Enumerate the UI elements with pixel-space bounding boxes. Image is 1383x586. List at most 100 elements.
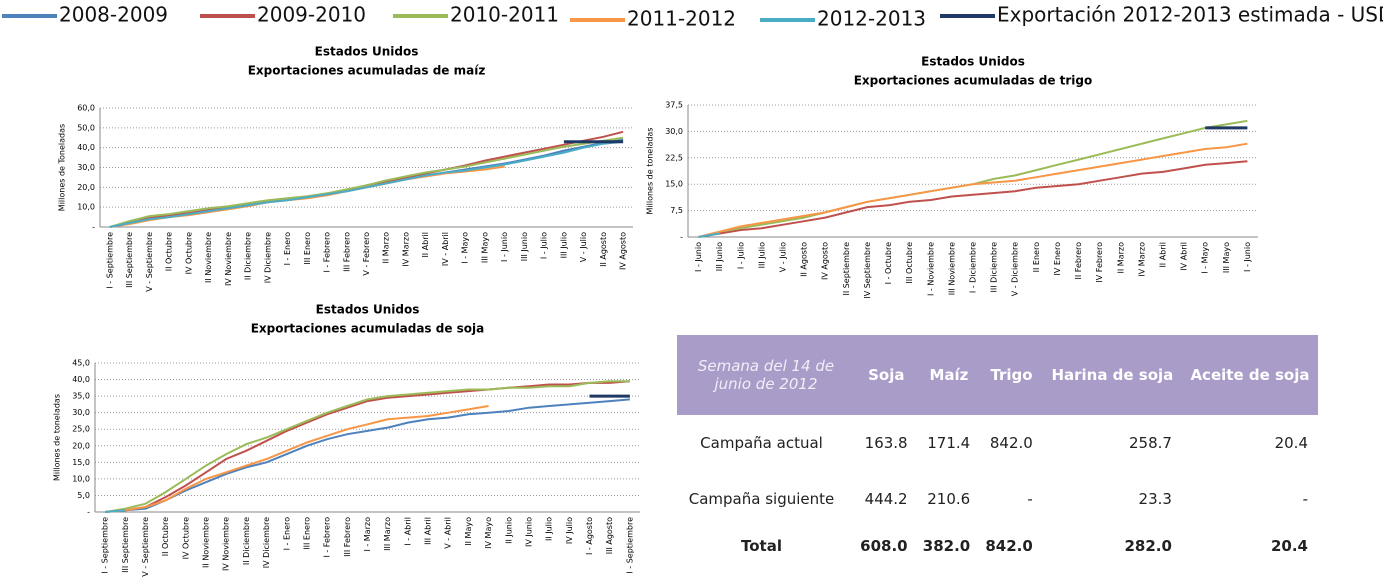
x-tick-label: IV Octubre <box>181 517 190 559</box>
x-tick-label: IV Marzo <box>401 232 410 267</box>
series-line <box>698 142 1248 238</box>
x-tick-label: I - Septiembre <box>625 517 634 574</box>
series-line <box>105 509 126 513</box>
y-tick-label: 15,0 <box>665 180 683 189</box>
table-row: Total 608.0 382.0 842.0 282.0 20.4 <box>677 527 1318 565</box>
table-cell: Total <box>741 537 782 555</box>
header-cell: Semana del 14 de junio de 2012 <box>677 335 855 415</box>
x-tick-label: II Octubre <box>161 517 170 556</box>
y-axis-label: Millones de toneladas <box>646 127 655 214</box>
x-tick-label: IV Noviembre <box>224 232 233 286</box>
series-line <box>109 130 624 228</box>
x-tick-label: IV Septiembre <box>863 242 872 299</box>
x-tick-label: V - Septiembre <box>141 517 150 577</box>
x-tick-label: V - Julio <box>779 242 788 272</box>
table-row: Campaña actual 163.8 171.4 842.0 258.7 20.4 <box>677 415 1318 471</box>
x-tick-label: III Septiembre <box>121 517 130 573</box>
chart-title: Estados Unidos <box>921 55 1025 69</box>
y-tick-label: 20,0 <box>77 183 95 192</box>
y-tick-label: 5,0 <box>77 491 90 500</box>
legend-label: 2011-2012 <box>627 7 736 31</box>
y-tick-label: 40,0 <box>72 375 90 384</box>
table-cell: 20.4 <box>1274 434 1308 452</box>
x-tick-label: II Marzo <box>382 232 391 264</box>
y-tick-label: 50,0 <box>77 123 95 132</box>
y-tick-label: - <box>87 508 90 517</box>
header-cell: Trigo <box>980 335 1043 415</box>
chart-title: Estados Unidos <box>315 45 419 59</box>
x-tick-label: III Febrero <box>343 517 352 557</box>
table-cell: Campaña siguiente <box>688 490 835 508</box>
x-tick-label: II Abril <box>1159 242 1168 268</box>
x-tick-label: IV Noviembre <box>222 517 231 571</box>
legend-label: 2010-2011 <box>450 3 559 27</box>
y-tick-label: - <box>680 233 683 242</box>
series-line <box>105 380 630 513</box>
x-tick-label: IV Agosto <box>619 232 628 270</box>
table-cell: 163.8 <box>864 434 908 452</box>
y-tick-label: 10,0 <box>72 474 90 483</box>
x-tick-label: III Mayo <box>1222 242 1231 273</box>
x-tick-label: I - Septiembre <box>101 517 110 574</box>
x-tick-label: I - Junio <box>694 242 703 272</box>
chart-title: Estados Unidos <box>316 303 420 317</box>
table-cell: 608.0 <box>860 537 908 555</box>
table-cell: 20.4 <box>1270 537 1308 555</box>
x-tick-label: I - Junio <box>1243 242 1252 272</box>
x-tick-label: IV - Abril <box>441 232 450 266</box>
x-tick-label: II Agosto <box>800 242 809 277</box>
x-tick-label: I - Febrero <box>323 517 332 558</box>
x-tick-label: V - Febrero <box>362 232 371 276</box>
series-line <box>698 232 720 238</box>
x-tick-label: II Noviembre <box>204 232 213 283</box>
x-tick-label: I - Enero <box>283 232 292 265</box>
x-tick-label: III Diciembre <box>990 242 999 293</box>
x-tick-label: II Diciembre <box>244 232 253 280</box>
x-tick-label: I - Septiembre <box>105 232 114 289</box>
x-tick-label: III Mayo <box>480 232 489 263</box>
x-tick-label: IV Diciembre <box>262 517 271 568</box>
y-tick-label: 15,0 <box>72 458 90 467</box>
y-axis-label: Millones de Toneladas <box>58 124 67 211</box>
x-tick-label: III Octubre <box>905 242 914 284</box>
chart-subtitle: Exportaciones acumuladas de soja <box>251 322 485 336</box>
x-tick-label: V - Septiembre <box>145 232 154 292</box>
table-cell: 282.0 <box>1124 537 1172 555</box>
table-cell: - <box>1027 490 1033 508</box>
x-tick-label: I - Mayo <box>461 232 470 264</box>
y-tick-label: 20,0 <box>72 441 90 450</box>
series-line <box>104 380 630 513</box>
x-tick-label: V - Diciembre <box>1011 242 1020 296</box>
x-tick-label: I - Julio <box>736 242 745 269</box>
y-tick-label: - <box>92 223 95 232</box>
x-tick-label: II Agosto <box>599 232 608 267</box>
x-tick-label: II Febrero <box>1074 242 1083 280</box>
table-cell: 382.0 <box>922 537 971 555</box>
header-cell: Harina de soja <box>1042 335 1182 415</box>
x-tick-label: I - Julio <box>540 232 549 259</box>
x-tick-label: III Abril <box>424 517 433 545</box>
x-tick-label: I - Agosto <box>585 517 594 555</box>
x-tick-label: II Enero <box>1032 242 1041 272</box>
y-tick-label: 30,0 <box>77 163 95 172</box>
x-tick-label: II Octubre <box>165 232 174 271</box>
y-tick-label: 25,0 <box>72 425 90 434</box>
series-line <box>105 398 630 513</box>
table-cell: 210.6 <box>927 490 971 508</box>
x-tick-label: IV Octubre <box>184 232 193 274</box>
table-cell: Campaña actual <box>700 434 823 452</box>
x-tick-label: I - Abril <box>403 517 412 546</box>
x-tick-label: I - Noviembre <box>926 242 935 296</box>
x-tick-label: IV Julio <box>565 517 574 544</box>
table-cell: 842.0 <box>989 434 1033 452</box>
x-tick-label: I - Marzo <box>363 517 372 552</box>
x-tick-label: I - Febrero <box>323 232 332 273</box>
header-cell: Aceite de soja <box>1181 335 1318 415</box>
y-axis-label: Millones de toneladas <box>53 394 62 481</box>
x-tick-label: IV Mayo <box>484 517 493 549</box>
x-tick-label: IV Febrero <box>1095 242 1104 283</box>
y-tick-label: 7,5 <box>670 206 683 215</box>
series-line <box>698 160 1248 238</box>
x-tick-label: II Marzo <box>1116 242 1125 274</box>
